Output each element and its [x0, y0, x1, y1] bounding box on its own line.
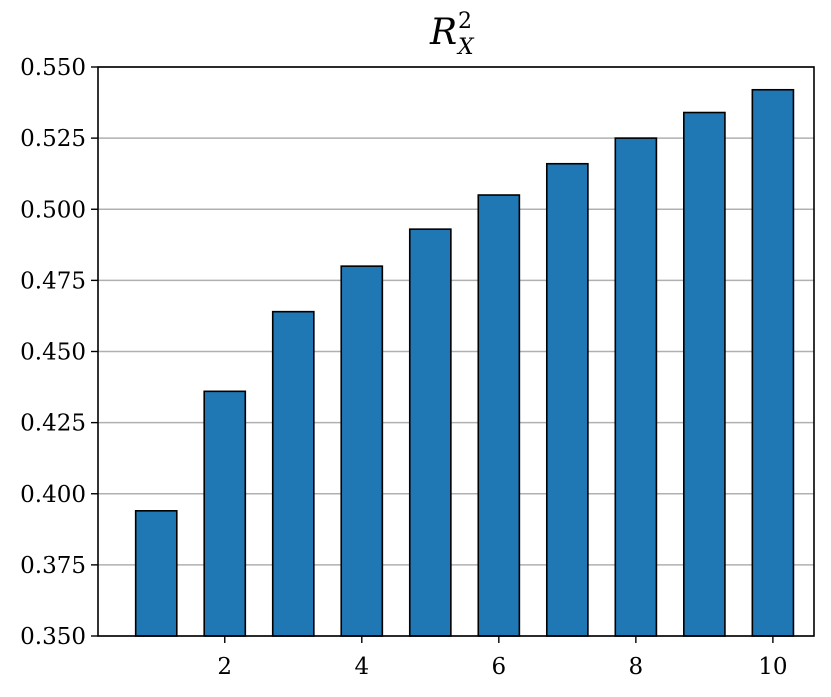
chart-title: R 2 X	[429, 9, 475, 60]
x-tick-label-1: 4	[354, 654, 369, 680]
bar-1	[134, 510, 178, 637]
bar-8	[614, 137, 658, 637]
x-tick-label-2: 6	[492, 654, 507, 680]
title-main: R	[429, 12, 457, 53]
bar-10	[751, 88, 795, 637]
y-tick-label-8: 0.550	[20, 55, 86, 81]
bar-6	[477, 194, 521, 637]
y-tick-label-3: 0.425	[20, 411, 86, 437]
y-tick-label-0: 0.350	[20, 624, 86, 650]
y-tick-label-7: 0.525	[20, 126, 86, 152]
title-superscript: 2	[458, 9, 472, 34]
bars	[134, 88, 795, 637]
y-tick-label-5: 0.475	[20, 268, 86, 294]
y-tick-label-2: 0.400	[20, 482, 86, 508]
x-tick-label-4: 10	[758, 654, 787, 680]
y-axis: 0.350 0.375 0.400 0.425 0.450 0.475 0.500 0.525…	[20, 55, 98, 650]
y-tick-label-1: 0.375	[20, 553, 86, 579]
bar-3	[271, 310, 315, 637]
x-tick-label-3: 8	[629, 654, 644, 680]
bar-4	[340, 265, 384, 637]
bar-9	[683, 111, 726, 637]
y-tick-label-4: 0.450	[20, 340, 86, 366]
bar-5	[408, 228, 452, 637]
bar-2	[203, 390, 247, 637]
x-axis: 2 4 6 8 10	[217, 636, 788, 680]
bar-7	[545, 162, 589, 637]
x-tick-label-0: 2	[217, 654, 232, 680]
title-subscript: X	[456, 35, 475, 60]
y-tick-label-6: 0.500	[20, 197, 86, 223]
